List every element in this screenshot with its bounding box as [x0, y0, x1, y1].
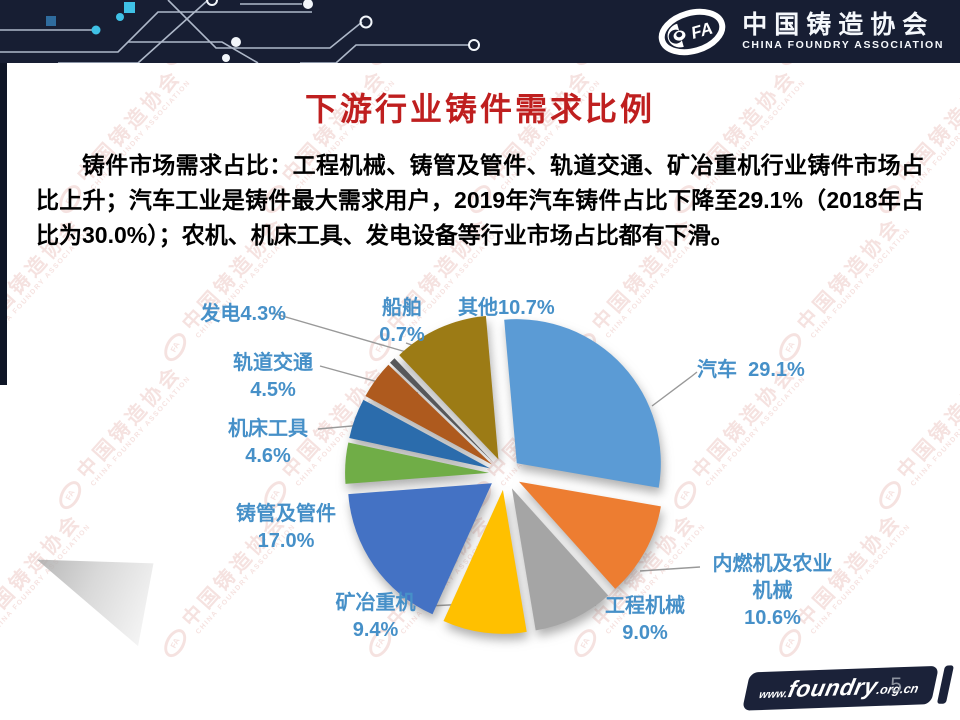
svg-text:FA: FA — [689, 19, 715, 43]
leader-line-1 — [639, 566, 701, 572]
footer-url-prefix: www. — [757, 688, 789, 702]
page-title: 下游行业铸件需求比例 — [304, 91, 655, 127]
pie-label-0: 汽车 29.1% — [697, 359, 805, 381]
header-bar: FA 中国铸造协会 CHINA FOUNDRY ASSOCIATION — [0, 0, 960, 63]
footer-url-badge[interactable]: www. foundry .org.cn — [741, 665, 955, 711]
leader-line-6 — [319, 365, 419, 394]
pie-slice-5 — [345, 442, 489, 484]
pie-slice-6 — [349, 399, 490, 469]
circuit-pattern-decoration — [0, 0, 480, 63]
org-name-cn: 中国铸造协会 — [742, 11, 935, 39]
cfa-emblem-icon: FA — [658, 8, 726, 56]
pie-label-4: 铸管及管件 17.0% — [236, 503, 336, 552]
pie-label-9: 其他10.7% — [458, 297, 555, 319]
leader-line-7 — [271, 312, 421, 357]
summary-paragraph: 铸件市场需求占比：工程机械、铸管及管件、轨道交通、矿冶重机行业铸件市场占比上升；… — [36, 152, 924, 248]
pie-slice-8 — [390, 358, 494, 463]
association-logo: FA 中国铸造协会 CHINA FOUNDRY ASSOCIATION — [658, 7, 944, 57]
footer-badge-tail — [936, 665, 955, 704]
leader-line-0 — [651, 371, 698, 407]
pie-label-2: 工程机械 9.0% — [605, 595, 685, 644]
pie-slice-3 — [443, 489, 527, 634]
pie-slice-1 — [519, 481, 661, 589]
pie-label-3: 矿冶重机 9.4% — [335, 592, 416, 641]
leader-line-8 — [405, 342, 442, 356]
pie-slice-0 — [504, 319, 661, 488]
leader-line-4 — [356, 516, 393, 522]
pie-label-6: 轨道交通 4.5% — [233, 352, 313, 401]
leader-line-5 — [317, 422, 386, 430]
page-number: 5 — [890, 674, 902, 697]
org-name-en: CHINA FOUNDRY ASSOCIATION — [742, 39, 944, 51]
pie-label-1: 内燃机及农业 机械 10.6% — [712, 553, 833, 629]
pie-slice-4 — [348, 483, 492, 615]
leader-line-3 — [427, 603, 471, 607]
footer-url-domain: foundry — [785, 672, 881, 703]
page-curl-shadow — [36, 559, 154, 647]
leader-line-2 — [559, 604, 597, 613]
pie-slice-2 — [511, 488, 609, 631]
pie-label-7: 发电4.3% — [200, 303, 286, 325]
pie-slice-7 — [365, 364, 493, 465]
pie-label-5: 机床工具 4.6% — [228, 418, 308, 467]
pie-label-8: 船舶 0.7% — [379, 297, 425, 346]
left-edge-strip — [0, 63, 7, 385]
pie-slice-9 — [399, 316, 499, 460]
